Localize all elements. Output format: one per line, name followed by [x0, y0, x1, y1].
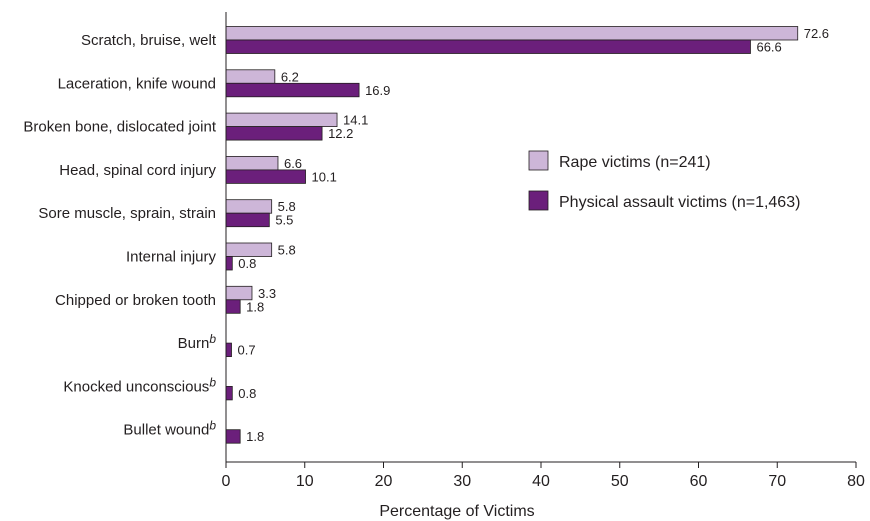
- bar-rape: [225, 26, 799, 41]
- category-label: Broken bone, dislocated joint: [23, 119, 216, 136]
- value-label-rape: 5.8: [278, 199, 296, 214]
- value-label-physical-assault: 10.1: [312, 169, 337, 184]
- x-tick-label: 20: [375, 473, 393, 490]
- bar-physical-assault: [225, 126, 323, 141]
- x-tick-label: 70: [768, 473, 786, 490]
- legend-swatch-physical-assault: [528, 190, 549, 211]
- category-label: Burnb: [178, 332, 217, 352]
- x-tick-label: 50: [611, 473, 629, 490]
- x-tick-label: 40: [532, 473, 550, 490]
- bar-rape: [225, 285, 253, 301]
- x-tick-label: 10: [296, 473, 314, 490]
- value-labels: 72.666.66.216.914.112.26.610.15.85.55.80…: [238, 26, 830, 444]
- legend-swatch-rape: [528, 150, 549, 171]
- bar-rape: [225, 199, 273, 214]
- bar-physical-assault: [225, 39, 751, 54]
- value-label-physical-assault: 0.8: [238, 386, 256, 401]
- bar-physical-assault: [225, 299, 241, 314]
- x-tick-label: 80: [847, 473, 865, 490]
- category-labels: Scratch, bruise, welt Laceration, knife w…: [23, 32, 216, 439]
- category-label: Laceration, knife wound: [58, 75, 216, 92]
- x-tick-label: 0: [222, 473, 231, 490]
- bar-physical-assault: [225, 256, 233, 271]
- category-label: Internal injury: [126, 249, 217, 266]
- bar-rape: [225, 69, 276, 84]
- value-label-rape: 72.6: [804, 26, 829, 41]
- bar-rape: [225, 112, 338, 127]
- value-label-physical-assault: 16.9: [365, 83, 390, 98]
- value-label-rape: 5.8: [278, 243, 296, 258]
- value-label-physical-assault: 5.5: [275, 213, 293, 228]
- legend-label-physical-assault: Physical assault victims (n=1,463): [559, 194, 800, 211]
- axes: [225, 12, 856, 463]
- bar-physical-assault: [225, 169, 306, 184]
- category-label: Scratch, bruise, welt: [81, 32, 217, 49]
- value-label-rape: 3.3: [258, 286, 276, 301]
- value-label-physical-assault: 0.8: [238, 256, 256, 271]
- x-ticks: 0 10 20 30 40 50 60 70 80: [222, 462, 865, 490]
- value-label-rape: 6.6: [284, 156, 302, 171]
- value-label-physical-assault: 66.6: [756, 40, 781, 55]
- legend: Rape victims (n=241) Physical assault vi…: [528, 150, 800, 211]
- category-label: Head, spinal cord injury: [59, 162, 216, 179]
- bar-rape: [225, 242, 273, 257]
- value-label-physical-assault: 12.2: [328, 126, 353, 141]
- category-label: Bullet woundb: [123, 419, 216, 439]
- category-label: Sore muscle, sprain, strain: [38, 205, 216, 222]
- x-axis-title: Percentage of Victims: [379, 503, 534, 520]
- value-label-physical-assault: 1.8: [246, 299, 264, 314]
- x-tick-label: 30: [453, 473, 471, 490]
- legend-label-rape: Rape victims (n=241): [559, 154, 711, 171]
- category-label: Knocked unconsciousb: [63, 375, 216, 395]
- bar-physical-assault: [225, 385, 233, 401]
- bar-rape: [225, 155, 279, 171]
- bar-physical-assault: [225, 212, 270, 228]
- value-label-physical-assault: 1.8: [246, 429, 264, 444]
- value-label-physical-assault: 0.7: [238, 343, 256, 358]
- category-label: Chipped or broken tooth: [55, 292, 216, 309]
- value-label-rape: 14.1: [343, 113, 368, 128]
- value-label-rape: 6.2: [281, 69, 299, 84]
- bar-physical-assault: [225, 342, 232, 358]
- bar-physical-assault: [225, 82, 360, 98]
- bars-layer: [225, 26, 799, 444]
- x-tick-label: 60: [690, 473, 708, 490]
- bar-physical-assault: [225, 429, 241, 444]
